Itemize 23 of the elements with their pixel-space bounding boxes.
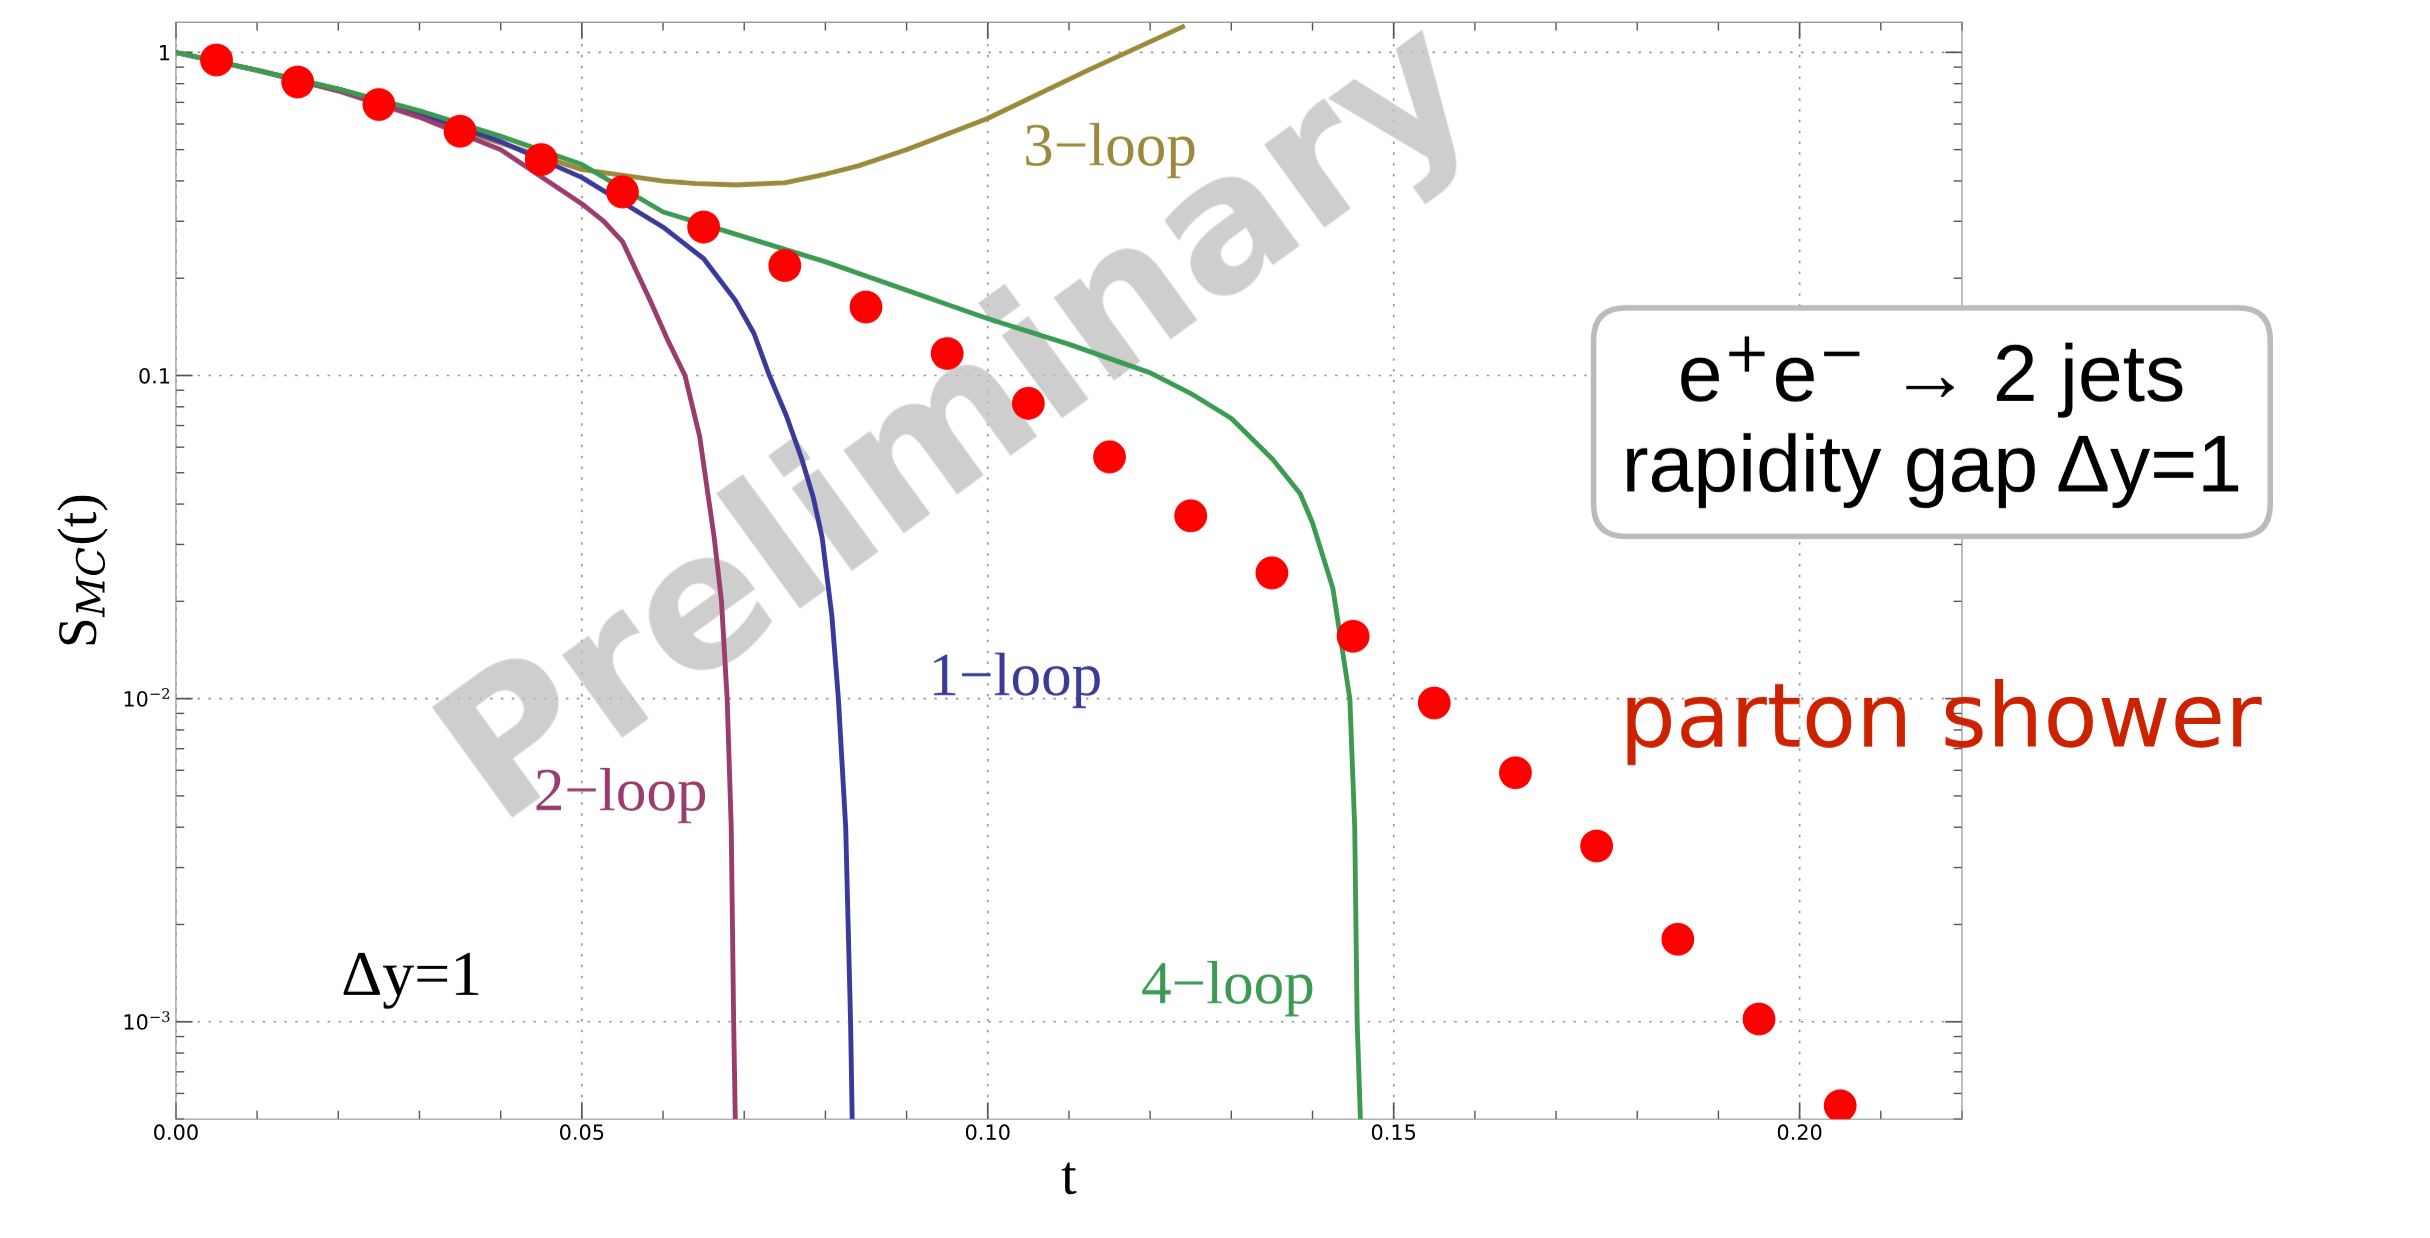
y-tick-label: 10$^{−2}$ (124, 687, 170, 707)
point (1580, 829, 1614, 863)
point (1823, 1089, 1857, 1120)
point (1742, 1002, 1776, 1036)
y-axis-title: S$_{MC}$(t) (57, 495, 108, 645)
point (1661, 922, 1695, 956)
point (200, 43, 233, 77)
x-tick-label: 0.05 (560, 1124, 604, 1141)
series-label: 4−loop (1142, 960, 1313, 1017)
point (362, 87, 396, 121)
y-tick-label: 1 (160, 45, 170, 61)
y-tick-label: 10$^{−3}$ (124, 1011, 170, 1030)
point (1499, 756, 1532, 790)
x-tick-label: 0.00 (154, 1124, 198, 1141)
x-axis-title: t (1061, 1162, 1077, 1195)
x-tick-label: 0.15 (1371, 1124, 1416, 1141)
x-tick-label: 0.10 (965, 1124, 1010, 1141)
point (281, 65, 315, 99)
y-tick-label: 0.1 (139, 367, 170, 384)
series-label: parton shower (1627, 678, 2262, 765)
annotation: e$^{+}$e$^{−}$ → 2 jets rapidity gap Δy=1 (1627, 336, 2239, 509)
annotation: Δy=1 (343, 952, 479, 1009)
x-tick-label: 0.20 (1777, 1124, 1822, 1141)
